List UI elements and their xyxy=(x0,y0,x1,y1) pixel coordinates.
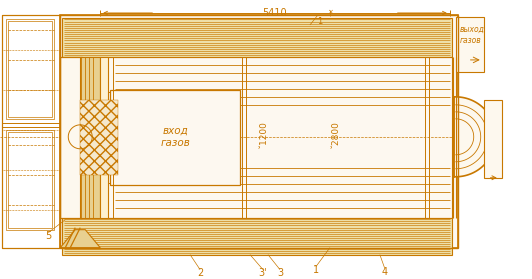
Bar xyxy=(80,57,100,218)
Bar xyxy=(80,100,118,175)
Text: 5410: 5410 xyxy=(263,8,287,18)
Text: 3: 3 xyxy=(277,268,283,278)
Bar xyxy=(62,18,452,57)
Bar xyxy=(456,17,484,72)
Bar xyxy=(108,92,234,183)
Bar xyxy=(2,15,60,248)
Text: 3': 3' xyxy=(259,268,267,278)
Bar xyxy=(9,132,52,228)
Bar xyxy=(62,218,452,255)
Text: 2: 2 xyxy=(197,268,203,278)
Text: вход
газов: вход газов xyxy=(160,126,190,148)
Bar xyxy=(484,100,502,178)
Text: ×: × xyxy=(327,9,333,15)
Text: 5: 5 xyxy=(45,231,52,241)
Bar xyxy=(100,57,108,218)
Bar xyxy=(6,19,54,119)
Text: 4: 4 xyxy=(382,267,388,277)
Bar xyxy=(110,90,240,185)
Polygon shape xyxy=(454,97,496,177)
Bar xyxy=(62,57,452,218)
Text: выход
газов: выход газов xyxy=(460,25,485,45)
Bar xyxy=(60,15,458,248)
Text: ̆2800: ̆2800 xyxy=(335,125,344,148)
Text: ̆1200: ̆1200 xyxy=(263,125,272,148)
Polygon shape xyxy=(60,230,100,248)
Bar xyxy=(60,57,82,218)
Bar xyxy=(6,130,54,230)
Bar xyxy=(9,21,52,117)
Bar xyxy=(2,15,60,248)
Text: 1: 1 xyxy=(313,265,319,275)
Text: 1: 1 xyxy=(317,18,322,27)
